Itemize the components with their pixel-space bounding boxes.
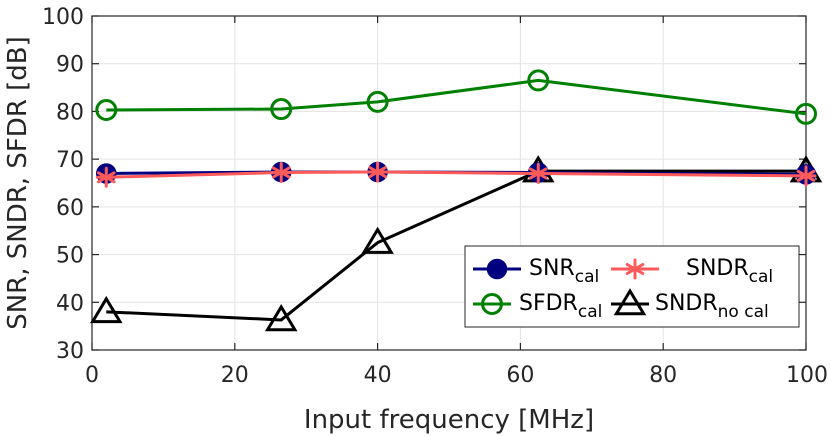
y-tick-label: 80 <box>56 100 84 125</box>
y-tick-label: 50 <box>56 244 84 269</box>
data-point-sfdr <box>95 98 118 121</box>
x-tick-label: 60 <box>506 363 534 388</box>
series-sndr <box>95 161 817 188</box>
x-tick-label: 80 <box>649 363 677 388</box>
y-tick-label: 30 <box>56 339 84 364</box>
x-tick-label: 100 <box>786 363 828 388</box>
x-axis-ticks: 0 20 40 60 80 100 <box>85 16 828 388</box>
series-line-sfdr <box>106 78 807 116</box>
x-axis-label: Input frequency [MHz] <box>304 405 594 435</box>
series-group <box>89 69 823 332</box>
data-point-sfdr <box>366 90 389 113</box>
legend-label-snr-main: SNR <box>529 256 575 281</box>
y-tick-label: 100 <box>42 5 84 30</box>
data-point-sfdr <box>795 102 817 125</box>
data-point-sndr-nocal <box>89 295 123 324</box>
legend-entry-sndr: SNDRcal <box>611 256 773 287</box>
legend-label-sndr-nocal-sub: no cal <box>718 302 769 322</box>
legend-label-sndr: SNDRcal <box>686 256 773 287</box>
legend-entry-sndr-nocal: SNDRno cal <box>611 288 769 322</box>
legend-entry-sfdr: SFDRcal <box>473 291 602 322</box>
y-tick-label: 60 <box>56 196 84 221</box>
y-axis-ticks: 30 40 50 60 70 80 90 100 <box>42 5 806 364</box>
legend-label-sfdr: SFDRcal <box>519 291 602 322</box>
legend-symbol-sndr <box>611 258 659 280</box>
y-tick-label: 90 <box>56 53 84 78</box>
legend-label-sndr-sub: cal <box>749 267 774 287</box>
legend-marker-sfdr <box>481 293 503 315</box>
data-point-sndr <box>270 162 292 184</box>
legend-label-sndr-main: SNDR <box>686 256 749 281</box>
y-tick-label: 70 <box>56 148 84 173</box>
legend-label-sndr-nocal-main: SNDR <box>655 291 718 316</box>
data-point-sndr <box>795 165 817 187</box>
data-point-sfdr <box>270 98 293 121</box>
x-tick-label: 0 <box>85 363 99 388</box>
series-line-sndr-nocal <box>106 169 806 322</box>
x-tick-label: 40 <box>364 363 392 388</box>
x-tick-label: 20 <box>221 363 249 388</box>
data-point-sndr <box>527 162 549 184</box>
legend-symbol-snr <box>473 258 521 280</box>
legend-entry-snr: SNRcal <box>473 256 599 287</box>
legend-label-sfdr-sub: cal <box>578 302 603 322</box>
legend-marker-snr <box>486 258 508 280</box>
legend-marker-sndr-nocal <box>613 288 647 316</box>
data-point-sndr <box>367 161 389 183</box>
y-tick-label: 40 <box>56 291 84 316</box>
legend-label-snr-sub: cal <box>575 267 600 287</box>
data-point-sfdr <box>527 69 550 92</box>
legend-label-snr: SNRcal <box>529 256 599 287</box>
legend-symbol-sndr-nocal <box>611 288 649 316</box>
legend-label-sfdr-main: SFDR <box>519 291 578 316</box>
legend: SNRcal SNDRcal SFDRcal SNDRno cal <box>464 245 800 328</box>
series-sfdr <box>95 69 817 125</box>
data-point-sndr-nocal <box>264 304 298 332</box>
legend-marker-sndr <box>624 258 646 280</box>
y-axis-label: SNR, SNDR, SFDR [dB] <box>3 36 33 330</box>
legend-label-sndr-nocal: SNDRno cal <box>655 291 769 322</box>
legend-symbol-sfdr <box>473 293 511 315</box>
data-point-sndr <box>95 166 117 188</box>
data-point-sndr-nocal <box>361 226 394 254</box>
